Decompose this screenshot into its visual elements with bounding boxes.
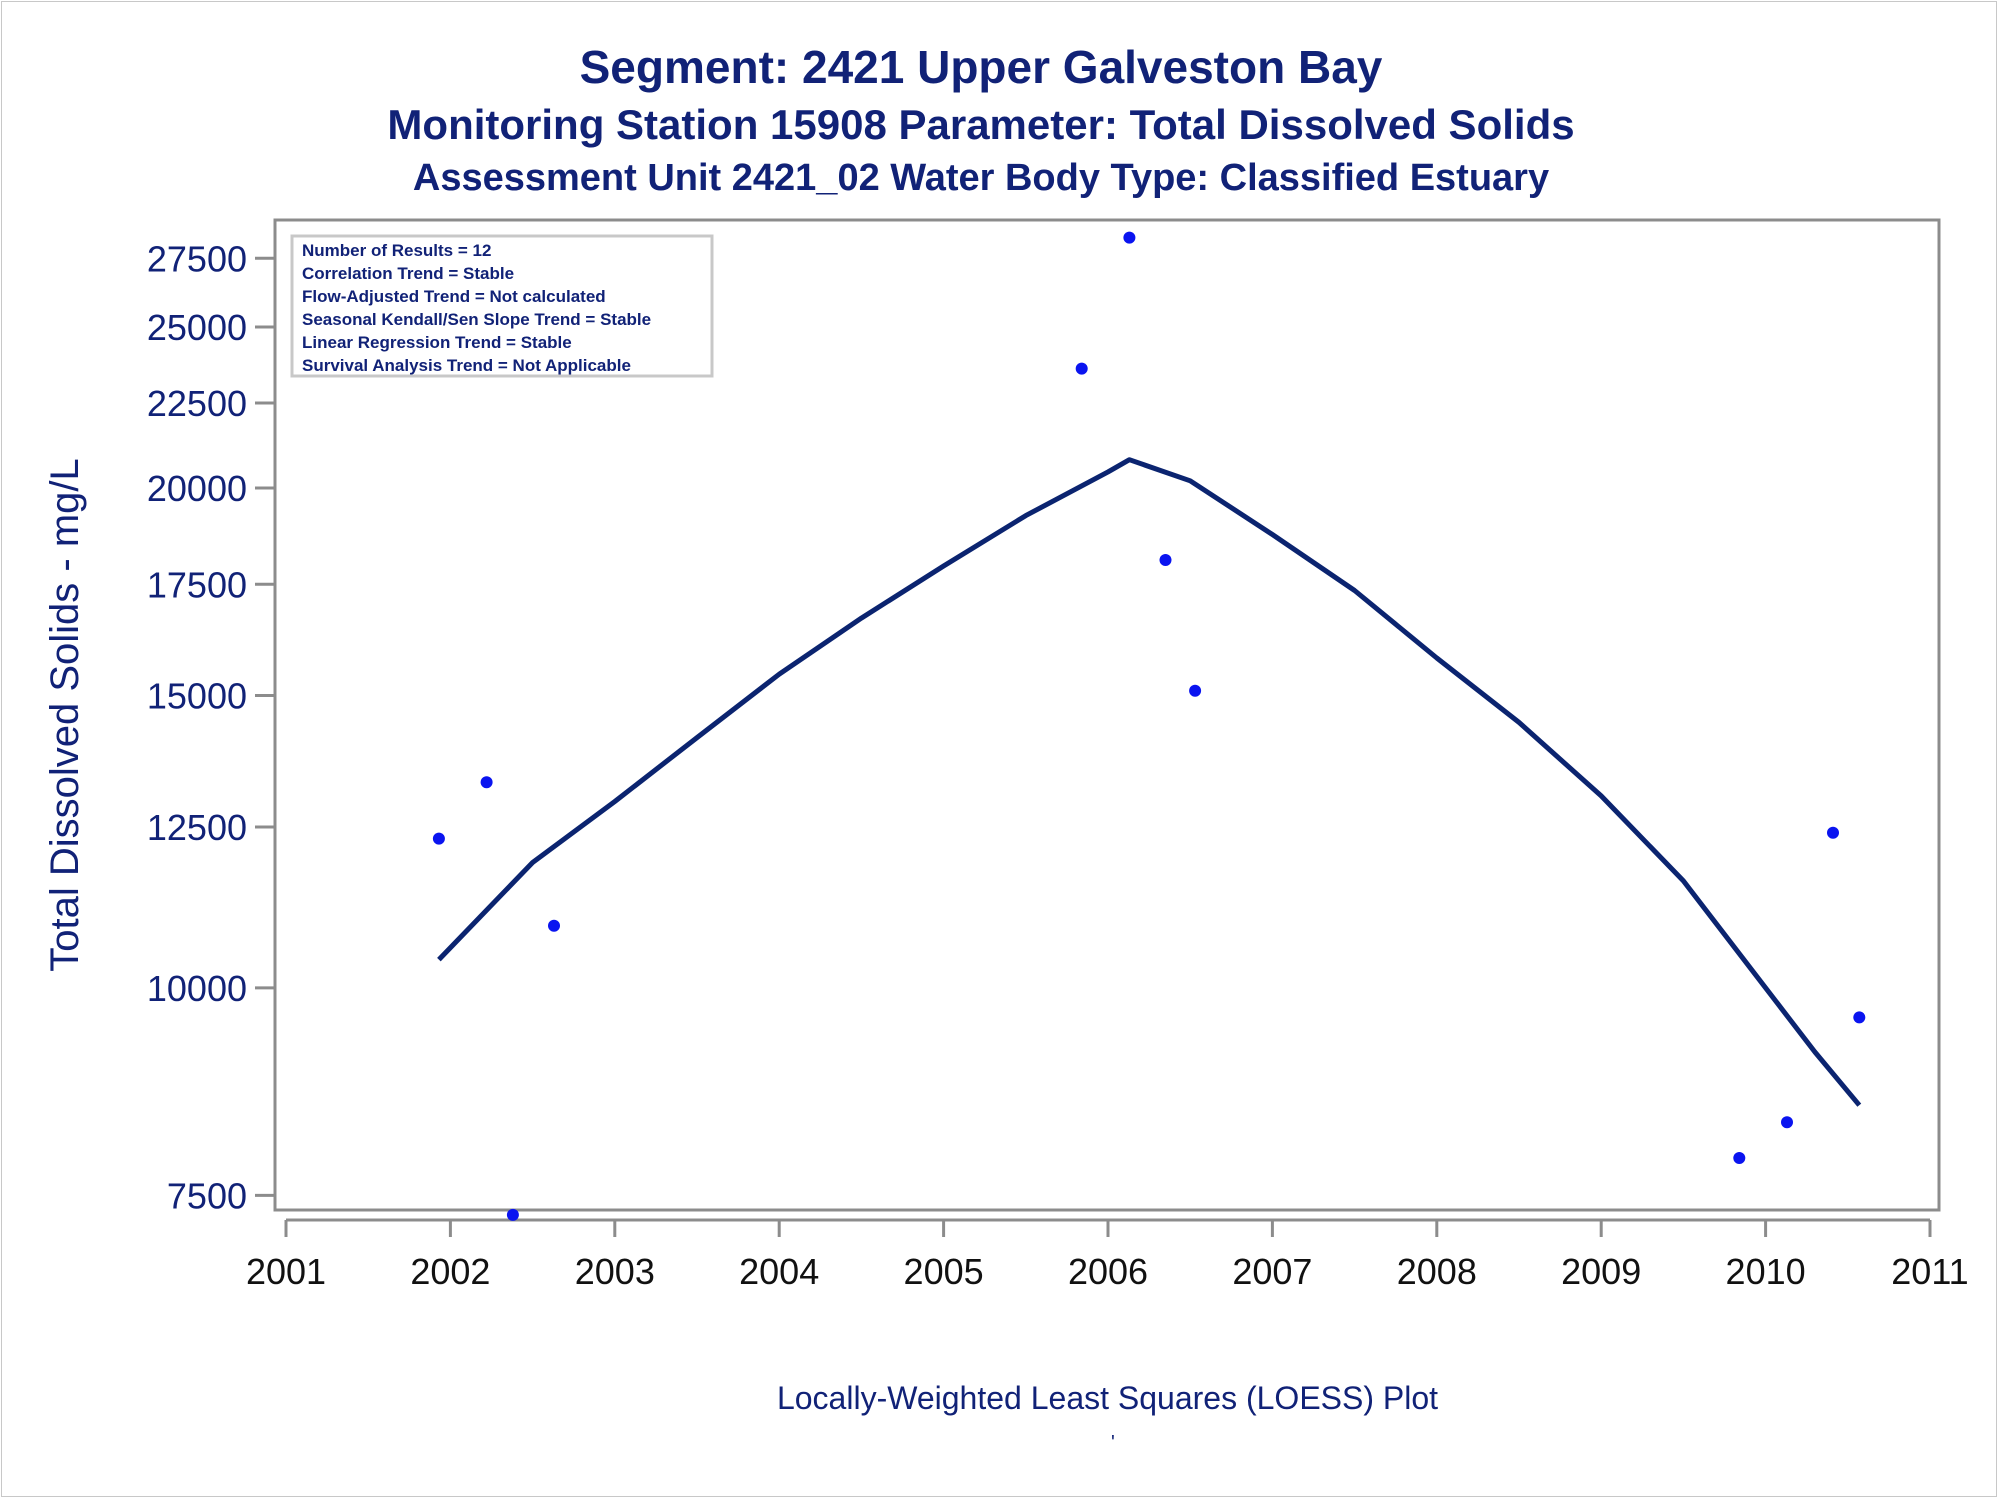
data-point-4 [1075,362,1088,375]
x-tick-label-9: 2010 [1726,1251,1806,1292]
stats-line-2: Flow-Adjusted Trend = Not calculated [302,287,606,306]
y-tick-label-6: 22500 [147,383,247,424]
plot-area [273,218,1941,1212]
data-point-5 [1123,231,1136,244]
y-tick-label-2: 12500 [147,807,247,848]
x-tick-label-0: 2001 [246,1251,326,1292]
x-tick-label-7: 2008 [1397,1251,1477,1292]
x-tick-label-1: 2002 [410,1251,490,1292]
stats-line-3: Seasonal Kendall/Sen Slope Trend = Stabl… [302,310,651,329]
y-tick-label-4: 17500 [147,564,247,605]
chart-title: Segment: 2421 Upper Galveston Bay [579,41,1383,93]
points-layer [432,231,1866,1221]
x-tick-label-3: 2004 [739,1251,819,1292]
data-point-1 [480,776,493,789]
y-tick-label-5: 20000 [147,468,247,509]
data-point-10 [1827,826,1839,839]
data-point-0 [432,832,445,845]
x-axis: 2001 2002 2003 2004 2005 2006 2007 2008 2009 2010… [246,1218,1969,1292]
data-point-3 [548,919,560,932]
y-tick-label-3: 15000 [147,675,247,716]
chart-subtitle-2: Assessment Unit 2421_02 Water Body Type:… [412,157,1550,199]
x-tick-label-5: 2006 [1068,1251,1148,1292]
x-tick-label-6: 2007 [1232,1251,1312,1292]
x-tick-label-2: 2003 [575,1251,655,1292]
data-point-7 [1189,684,1202,697]
stats-box-frame [290,234,714,378]
data-point-11 [1853,1011,1866,1024]
stats-box: Number of Results = 12 Correlation Trend … [290,234,714,378]
y-tick-label-1: 10000 [147,968,247,1009]
loess-line [437,457,1862,1107]
y-axis-label: Total Dissolved Solids - mg/L [43,458,87,972]
data-point-6 [1159,554,1172,566]
y-tick-label-8: 27500 [147,238,247,279]
loess-layer [437,457,1862,1107]
x-tick-label-8: 2009 [1561,1251,1641,1292]
x-tick-label-10: 2011 [1891,1251,1968,1292]
y-axis: 7500 10000 12500 15000 17500 20000 22500 25000 2… [147,238,275,1216]
stats-line-5: Survival Analysis Trend = Not Applicable [302,356,631,375]
stats-line-4: Linear Regression Trend = Stable [302,333,572,352]
data-point-9 [1781,1116,1793,1129]
data-point-8 [1733,1152,1746,1164]
data-point-2 [506,1208,519,1221]
stats-line-1: Correlation Trend = Stable [302,264,514,283]
footnote-mark: ' [1111,1432,1115,1454]
y-tick-label-0: 7500 [167,1175,247,1216]
y-tick-label-7: 25000 [147,307,247,348]
chart-subtitle: Monitoring Station 15908 Parameter: Tota… [387,101,1575,148]
chart-footnote: Locally-Weighted Least Squares (LOESS) P… [776,1380,1439,1416]
stats-line-0: Number of Results = 12 [302,241,491,260]
x-tick-label-4: 2005 [904,1251,984,1292]
